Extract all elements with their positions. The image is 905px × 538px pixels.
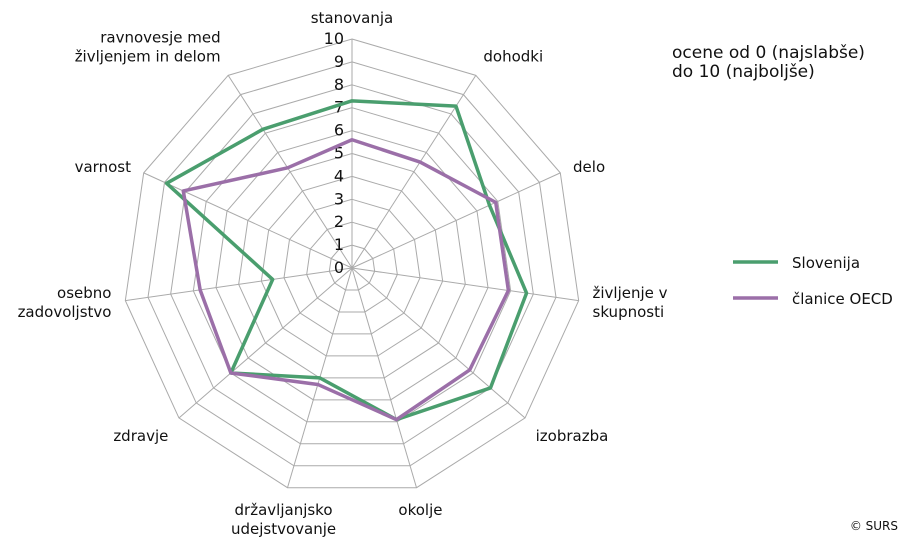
grid-ring: [238, 152, 466, 379]
category-label: dohodki: [483, 48, 543, 66]
grid-ring: [260, 175, 444, 357]
r-tick-label: 4: [334, 166, 344, 185]
grid-ring: [147, 61, 557, 467]
spoke: [227, 75, 353, 269]
r-tick-label: 10: [324, 29, 344, 48]
spoke: [351, 267, 579, 302]
spoke: [125, 267, 353, 302]
category-label: osebno zadovoljstvo: [18, 284, 112, 321]
series-line: [164, 99, 529, 422]
r-tick-label: 0: [334, 258, 344, 277]
r-tick-label: 7: [334, 98, 344, 117]
category-label: zdravje: [113, 427, 168, 445]
spoke: [351, 267, 526, 419]
grid-ring: [306, 221, 398, 313]
r-tick-label: 2: [334, 212, 344, 231]
r-tick-label: 9: [334, 52, 344, 71]
r-tick-label: 6: [334, 121, 344, 140]
legend-label: članice OECD: [792, 290, 893, 308]
legend-label: Slovenija: [792, 254, 860, 272]
category-label: izobrazba: [536, 427, 609, 445]
spoke: [143, 172, 353, 269]
category-label: okolje: [398, 501, 442, 519]
grid-ring: [170, 84, 534, 445]
r-tick-label: 5: [334, 144, 344, 163]
series-line: [181, 138, 511, 422]
source: © SURS: [850, 519, 898, 533]
r-tick-label: 1: [334, 235, 344, 254]
category-label: življenje v skupnosti: [593, 284, 668, 321]
spoke: [351, 172, 561, 269]
grid-ring: [124, 38, 580, 489]
grid-ring: [328, 244, 376, 291]
grid-ring: [192, 107, 512, 423]
category-label: državljanjsko udejstvovanje: [231, 501, 336, 538]
r-tick-label: 3: [334, 189, 344, 208]
category-label: ravnovesje med življenjem in delom: [75, 29, 221, 66]
note: ocene od 0 (najslabše) do 10 (najboljše): [672, 43, 865, 82]
category-label: varnost: [75, 158, 131, 176]
r-tick-label: 8: [334, 75, 344, 94]
spoke: [178, 267, 353, 419]
category-label: stanovanja: [311, 9, 394, 27]
category-label: delo: [573, 158, 605, 176]
grid-ring: [283, 198, 421, 335]
spoke: [351, 267, 417, 488]
